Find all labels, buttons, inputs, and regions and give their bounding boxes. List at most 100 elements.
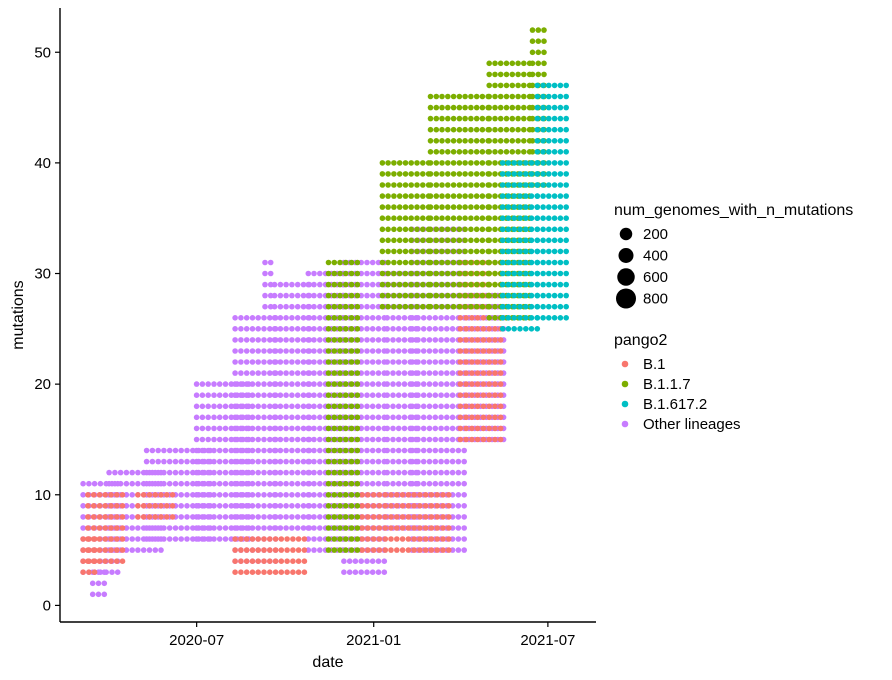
data-point [294, 359, 301, 365]
data-point [546, 104, 552, 111]
data-point [409, 447, 416, 454]
data-point [384, 469, 391, 476]
data-point [541, 49, 547, 56]
data-point [267, 436, 273, 443]
data-point [277, 492, 284, 498]
data-point [402, 303, 409, 310]
data-point [456, 171, 463, 177]
data-point [331, 281, 338, 288]
data-point [193, 469, 200, 476]
data-point [354, 469, 361, 476]
data-point [348, 303, 355, 310]
data-point [149, 536, 156, 542]
data-point [517, 193, 523, 199]
data-point [427, 270, 434, 277]
data-point [261, 403, 267, 410]
data-point [305, 281, 312, 288]
data-point [457, 425, 464, 432]
data-point [255, 514, 261, 520]
data-point [396, 226, 403, 233]
data-point [143, 525, 150, 531]
data-point [222, 414, 229, 421]
data-point [394, 514, 400, 520]
data-point [540, 215, 546, 221]
data-point [523, 215, 529, 221]
data-point [515, 149, 521, 155]
data-point [343, 503, 349, 509]
data-point [540, 82, 546, 89]
data-point [479, 149, 486, 155]
data-point [396, 248, 403, 255]
data-point [290, 569, 296, 575]
data-point [414, 248, 420, 255]
data-point [456, 281, 463, 288]
data-point [511, 171, 517, 177]
data-point [456, 149, 463, 155]
data-point [284, 558, 290, 564]
data-point [415, 414, 421, 421]
data-point [155, 536, 161, 542]
data-point [540, 226, 546, 233]
data-point [211, 403, 217, 410]
data-point [317, 525, 323, 531]
data-point [232, 480, 238, 487]
data-point [249, 425, 256, 432]
data-point [158, 503, 164, 509]
data-point [331, 370, 338, 376]
data-point [486, 237, 493, 244]
data-point [80, 569, 86, 575]
data-point [420, 171, 426, 177]
data-point [540, 149, 546, 155]
data-point [415, 447, 421, 454]
data-point [444, 359, 450, 365]
data-point [343, 414, 349, 421]
data-point [271, 425, 278, 432]
data-point [499, 248, 506, 255]
data-point [199, 425, 206, 432]
data-point [408, 292, 415, 299]
data-point [408, 270, 415, 277]
data-point [505, 182, 512, 188]
data-point [243, 514, 250, 520]
data-point [325, 292, 332, 299]
data-point [243, 447, 250, 454]
data-point [492, 315, 498, 321]
data-point [450, 215, 457, 221]
data-point [375, 436, 382, 443]
data-point [300, 381, 307, 387]
data-point [369, 370, 376, 376]
data-point [509, 60, 516, 67]
data-point [119, 514, 126, 520]
data-point [375, 315, 382, 321]
data-point [135, 536, 141, 542]
data-point [469, 348, 475, 354]
data-point [317, 492, 323, 498]
data-point [529, 49, 536, 56]
data-point [499, 315, 506, 321]
data-point [462, 171, 468, 177]
data-point [85, 536, 91, 542]
data-point [427, 281, 434, 288]
data-point [385, 171, 391, 177]
data-point [529, 71, 536, 78]
data-point [119, 503, 126, 509]
data-point [388, 547, 394, 553]
data-point [385, 259, 391, 266]
data-point [551, 270, 558, 277]
data-point [283, 315, 289, 321]
data-point [108, 547, 114, 553]
data-point [551, 315, 558, 321]
data-point [262, 303, 268, 310]
data-point [445, 149, 451, 155]
data-point [267, 326, 273, 332]
data-point [384, 359, 391, 365]
data-point [294, 281, 301, 288]
data-point [503, 71, 510, 78]
data-point [325, 392, 332, 399]
data-point [379, 160, 386, 166]
data-point [337, 303, 343, 310]
data-point [492, 414, 498, 421]
data-point [390, 425, 396, 432]
data-point [420, 469, 427, 476]
data-point [440, 503, 446, 509]
